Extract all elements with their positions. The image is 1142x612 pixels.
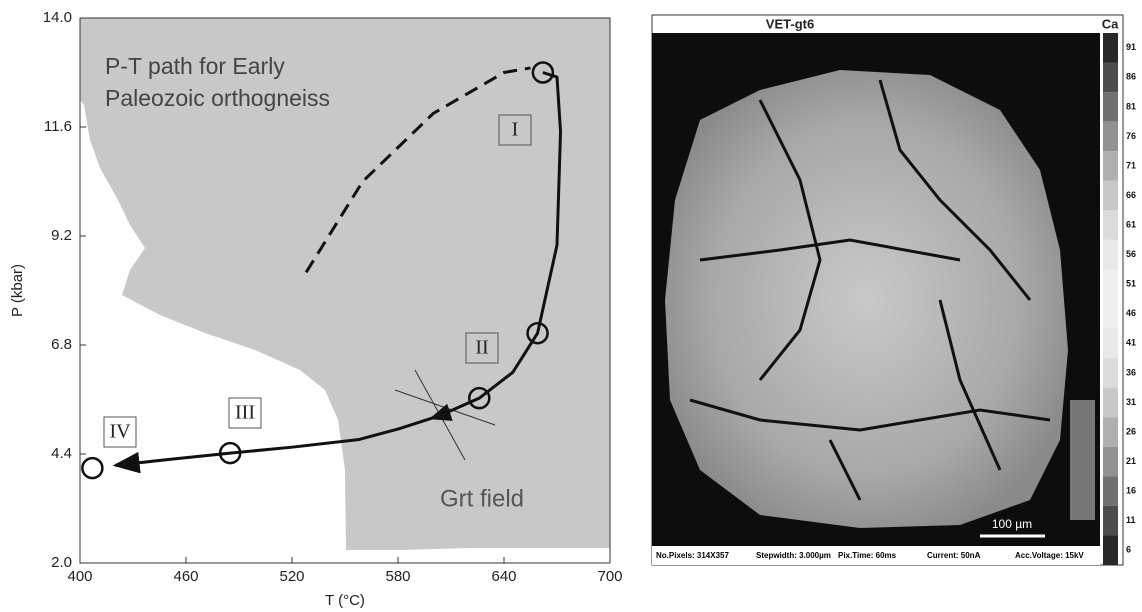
stage-label: IV — [109, 421, 131, 443]
plot-frame — [79, 17, 611, 564]
colorbar-swatch — [1103, 358, 1118, 388]
colorbar-label: 11 — [1126, 515, 1136, 525]
annotation: Grt field — [440, 485, 524, 512]
pt-path — [304, 66, 531, 274]
x-tick-label: 400 — [67, 568, 92, 585]
matrix-phase — [1070, 400, 1095, 520]
colorbar-label: 71 — [1126, 160, 1136, 170]
garnet-grain — [665, 70, 1068, 528]
x-tick-label: 640 — [491, 568, 516, 585]
stage-point — [531, 61, 555, 84]
y-tick-label: 9.2 — [51, 227, 72, 244]
annotation: Paleozoic orthogneiss — [105, 85, 330, 111]
grt-field — [80, 18, 610, 550]
y-tick-label: 14.0 — [43, 9, 72, 26]
annotation: P-T path for Early — [105, 53, 285, 79]
y-tick-label: 11.6 — [44, 118, 72, 135]
colorbar-label: 36 — [1126, 367, 1136, 377]
cracks — [689, 79, 1051, 501]
y-tick-label: 4.4 — [51, 445, 72, 462]
y-tick-label: 2.0 — [51, 554, 72, 571]
stage-point — [526, 321, 549, 345]
scale-label: 100 µm — [992, 517, 1032, 531]
stage-label: I — [512, 119, 519, 141]
x-tick-label: 700 — [597, 568, 622, 585]
footer-text: Pix.Time: 60ms — [838, 551, 897, 560]
colorbar-swatch — [1103, 121, 1118, 152]
element-map: 100 µm VET-gt6 Ca 91 86 81 76 71 66 61 56 51 46 41… — [651, 14, 1136, 566]
colorbar-swatch — [1103, 62, 1118, 93]
colorbar-label: 41 — [1126, 338, 1136, 348]
colorbar-label: 86 — [1126, 72, 1136, 82]
footer-strip — [652, 546, 1100, 565]
colorbar-swatch — [1103, 476, 1118, 506]
colorbar-swatch — [1103, 180, 1118, 211]
colorbar-label: 26 — [1126, 426, 1136, 436]
colorbar-label: 6 — [1126, 545, 1131, 555]
y-tick-label: 6.8 — [51, 336, 72, 353]
stage-point — [81, 456, 104, 480]
colorbar-label: 61 — [1126, 219, 1136, 229]
footer-text: Stepwidth: 3.000µm — [756, 551, 831, 560]
colorbar-label: 91 — [1126, 42, 1136, 52]
colorbar-label: 46 — [1126, 308, 1136, 318]
colorbar-swatch — [1103, 505, 1118, 536]
colorbar-label: 16 — [1126, 485, 1136, 495]
colorbar-swatch — [1103, 269, 1118, 299]
path-arrow — [428, 403, 453, 421]
x-axis-label: T (°C) — [325, 592, 365, 609]
colorbar-label: 51 — [1126, 279, 1136, 289]
y-axis-label: P (kbar) — [9, 264, 26, 317]
element-label: Ca — [1102, 16, 1119, 31]
x-tick-label: 460 — [173, 568, 198, 585]
stage-box — [103, 416, 137, 448]
colorbar-swatch — [1103, 328, 1118, 359]
stage-box — [498, 114, 532, 146]
colorbar-label: 21 — [1126, 456, 1136, 466]
footer-text: Acc.Voltage: 15kV — [1015, 551, 1084, 560]
colorbar-swatch — [1103, 446, 1118, 477]
x-tick-label: 520 — [279, 568, 304, 585]
stage-box — [228, 397, 262, 429]
stage-box — [465, 332, 499, 364]
colorbar-swatch — [1103, 151, 1118, 181]
colorbar-label: 66 — [1126, 190, 1136, 200]
colorbar-label: 56 — [1126, 249, 1136, 259]
stage-point — [468, 386, 491, 410]
stage-label: III — [235, 402, 255, 424]
colorbar-label: 76 — [1126, 131, 1136, 141]
stage-point — [218, 441, 242, 465]
stage-label: II — [475, 337, 488, 359]
colorbar-swatch — [1103, 299, 1118, 329]
colorbar-label: 81 — [1126, 101, 1136, 111]
colorbar-swatch — [1103, 239, 1118, 270]
colorbar-swatch — [1103, 417, 1118, 447]
map-title: VET-gt6 — [766, 16, 814, 31]
footer-text: Current: 50nA — [927, 551, 981, 560]
colorbar-label: 31 — [1126, 397, 1136, 407]
pt-diagram: 400 460 520 580 640 700 2.0 4.4 6.8 9.2 11.6 14.0 T … — [9, 9, 623, 609]
colorbar-swatch — [1103, 210, 1118, 240]
footer-text: No.Pixels: 314X357 — [656, 551, 729, 560]
colorbar-swatch — [1103, 33, 1118, 63]
x-tick-label: 580 — [385, 568, 410, 585]
colorbar-swatch — [1103, 535, 1118, 565]
colorbar-swatch — [1103, 387, 1118, 418]
colorbar-swatch — [1103, 92, 1118, 122]
